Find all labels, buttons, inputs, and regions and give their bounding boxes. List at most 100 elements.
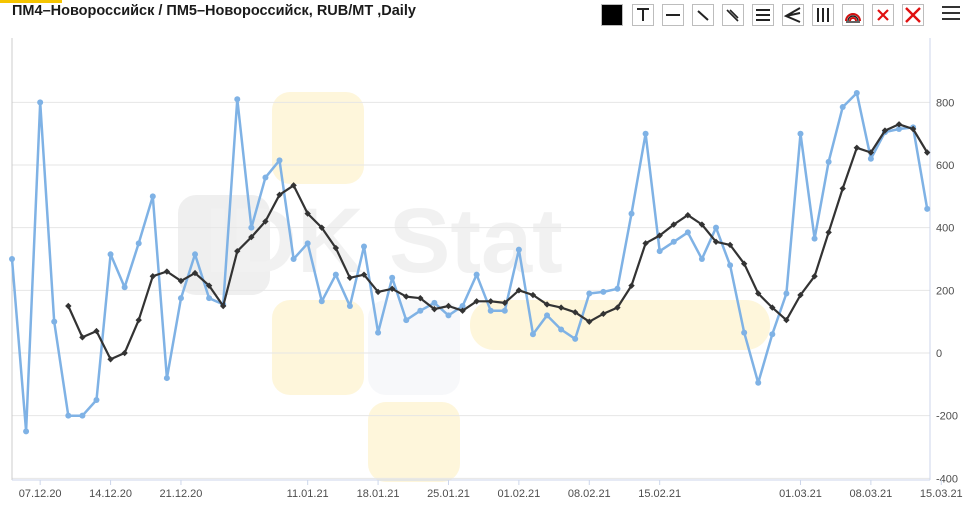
data-point-average bbox=[543, 301, 551, 308]
data-point-average bbox=[515, 287, 523, 294]
delete-selected-button[interactable] bbox=[872, 4, 894, 26]
data-point-spread bbox=[769, 331, 776, 338]
data-point-average bbox=[121, 349, 128, 357]
data-point-spread bbox=[304, 240, 311, 247]
data-point-average bbox=[107, 356, 114, 363]
data-point-spread bbox=[656, 248, 663, 255]
data-point-spread bbox=[558, 326, 565, 333]
data-point-spread bbox=[713, 224, 719, 231]
text-tool-button[interactable] bbox=[632, 4, 654, 26]
horizontal-line-icon bbox=[666, 14, 680, 16]
data-point-spread bbox=[614, 285, 621, 292]
hamburger-menu-icon[interactable] bbox=[942, 6, 960, 22]
trend-line-button[interactable] bbox=[692, 4, 714, 26]
data-point-spread bbox=[93, 396, 100, 403]
data-point-spread bbox=[262, 174, 269, 181]
data-point-average bbox=[290, 182, 297, 189]
data-point-spread bbox=[544, 312, 551, 319]
data-point-spread bbox=[445, 312, 452, 319]
data-point-average bbox=[825, 229, 832, 236]
x-tick-label: 14.12.20 bbox=[89, 488, 132, 500]
color-swatch-button[interactable] bbox=[601, 4, 623, 26]
data-point-spread bbox=[23, 428, 30, 435]
diagonal-line-icon bbox=[697, 10, 709, 21]
data-point-spread bbox=[206, 295, 213, 302]
three-vertical-lines-icon bbox=[817, 8, 829, 22]
data-point-average bbox=[656, 232, 663, 239]
parallel-lines-button[interactable] bbox=[722, 4, 744, 26]
data-point-average bbox=[600, 310, 607, 318]
x-tick-label: 01.03.21 bbox=[779, 488, 822, 500]
data-point-spread bbox=[853, 89, 860, 96]
data-point-spread bbox=[9, 256, 15, 263]
data-point-average bbox=[163, 268, 171, 275]
red-x-icon bbox=[877, 9, 889, 21]
data-point-spread bbox=[276, 157, 283, 164]
data-point-spread bbox=[727, 262, 734, 269]
data-point-average bbox=[853, 144, 860, 151]
data-point-average bbox=[149, 273, 156, 280]
data-point-average bbox=[670, 221, 677, 228]
data-point-average bbox=[403, 293, 410, 300]
x-tick-label: 01.02.21 bbox=[497, 488, 540, 500]
data-point-average bbox=[248, 233, 255, 241]
brand-accent-bar bbox=[0, 0, 62, 3]
data-point-spread bbox=[459, 303, 466, 310]
horizontal-channel-button[interactable] bbox=[752, 4, 774, 26]
data-point-average bbox=[374, 288, 382, 296]
fibonacci-button[interactable] bbox=[842, 4, 864, 26]
data-point-spread bbox=[797, 130, 804, 137]
data-point-spread bbox=[234, 96, 241, 103]
data-point-spread bbox=[332, 271, 339, 278]
data-point-average bbox=[924, 149, 931, 156]
data-point-average bbox=[304, 210, 311, 217]
data-point-average bbox=[388, 285, 396, 292]
data-point-average bbox=[360, 271, 368, 278]
series-line-spread bbox=[10, 91, 929, 433]
data-point-average bbox=[769, 304, 776, 311]
y-tick-label: 400 bbox=[936, 223, 954, 235]
data-point-spread bbox=[924, 205, 931, 212]
data-point-average bbox=[909, 125, 917, 133]
data-point-spread bbox=[417, 307, 424, 314]
x-tick-label: 21.12.20 bbox=[160, 488, 203, 500]
data-point-spread bbox=[375, 329, 382, 336]
data-point-spread bbox=[628, 210, 635, 217]
data-point-spread bbox=[529, 331, 536, 338]
text-t-icon bbox=[637, 8, 649, 21]
data-point-spread bbox=[51, 318, 58, 325]
big-red-x-icon bbox=[905, 7, 921, 23]
data-point-average bbox=[501, 299, 508, 307]
data-point-spread bbox=[642, 130, 649, 137]
data-point-spread bbox=[896, 125, 903, 132]
data-point-spread bbox=[741, 329, 748, 336]
x-tick-label: 18.01.21 bbox=[357, 488, 400, 500]
watermark-logo: IDK Stat bbox=[178, 92, 770, 482]
x-tick-label: 08.03.21 bbox=[849, 488, 892, 500]
data-point-average bbox=[726, 241, 734, 249]
delete-all-button[interactable] bbox=[902, 4, 924, 26]
data-point-average bbox=[417, 294, 424, 302]
data-point-average bbox=[839, 185, 846, 192]
horizontal-line-button[interactable] bbox=[662, 4, 684, 26]
data-point-spread bbox=[79, 412, 86, 419]
data-point-average bbox=[473, 298, 480, 305]
data-point-spread bbox=[107, 251, 114, 258]
parallel-diagonal-lines-icon bbox=[726, 9, 739, 22]
data-point-spread bbox=[192, 251, 199, 258]
data-point-average bbox=[79, 334, 86, 341]
y-tick-label: -200 bbox=[936, 411, 958, 423]
data-point-average bbox=[867, 149, 875, 156]
data-point-spread bbox=[135, 240, 142, 247]
y-tick-label: 0 bbox=[936, 348, 942, 360]
data-point-spread bbox=[318, 298, 325, 305]
x-tick-label: 07.12.20 bbox=[19, 488, 62, 500]
data-point-average bbox=[346, 274, 354, 282]
data-point-spread bbox=[248, 224, 255, 231]
vertical-lines-button[interactable] bbox=[812, 4, 834, 26]
data-point-spread bbox=[501, 307, 508, 314]
data-point-spread bbox=[403, 317, 410, 324]
data-point-average bbox=[445, 302, 452, 310]
fan-lines-button[interactable] bbox=[782, 4, 804, 26]
